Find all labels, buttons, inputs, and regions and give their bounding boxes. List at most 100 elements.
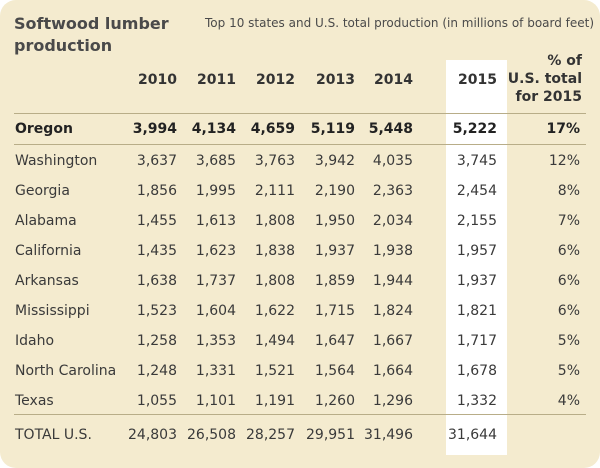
pct-cell: 17% [546, 121, 580, 137]
table-subtitle: Top 10 states and U.S. total production … [205, 16, 595, 30]
value-cell-2011: 3,685 [195, 153, 236, 169]
state-name: Oregon [15, 121, 73, 137]
value-cell-2013: 1,564 [314, 363, 355, 379]
value-cell-2010: 3,994 [132, 121, 177, 137]
value-cell-2012: 3,763 [254, 153, 295, 169]
pct-cell [520, 420, 580, 450]
value-cell-2013: 3,942 [314, 153, 355, 169]
table-row: North Carolina 1,248 1,331 1,521 1,564 1,664 1… [0, 356, 600, 386]
pct-cell: 5% [557, 363, 580, 379]
table-row: California 1,435 1,623 1,838 1,937 1,938 1,957… [0, 236, 600, 266]
value-cell-2013: 1,715 [314, 303, 355, 319]
state-name: Washington [15, 153, 98, 169]
pct-cell: 7% [557, 213, 580, 229]
state-name: Mississippi [15, 303, 90, 319]
value-cell-2015: 1,717 [456, 333, 497, 349]
value-cell-2013: 2,190 [314, 183, 355, 199]
value-cell-2013: 1,859 [314, 273, 355, 289]
state-name: Texas [15, 393, 54, 409]
value-cell-2013: 1,647 [314, 333, 355, 349]
total-rule [14, 414, 586, 415]
state-name: Georgia [15, 183, 70, 199]
value-cell-2014: 1,944 [372, 273, 413, 289]
value-cell-2014: 4,035 [372, 153, 413, 169]
oregon-rule [14, 144, 586, 145]
pct-cell: 6% [557, 303, 580, 319]
value-cell-2010: 24,803 [128, 427, 177, 443]
table-row: Washington 3,637 3,685 3,763 3,942 4,035 3,745… [0, 146, 600, 176]
value-cell-2014: 1,664 [372, 363, 413, 379]
table-row: Oregon 3,994 4,134 4,659 5,119 5,448 5,222 17% [0, 114, 600, 144]
state-name: North Carolina [15, 363, 117, 379]
value-cell-2014: 5,448 [368, 121, 413, 137]
table-row: Arkansas 1,638 1,737 1,808 1,859 1,944 1,937 6% [0, 266, 600, 296]
value-cell-2012: 28,257 [246, 427, 295, 443]
value-cell-2011: 1,331 [195, 363, 236, 379]
table-row: Alabama 1,455 1,613 1,808 1,950 2,034 2,155 7% [0, 206, 600, 236]
value-cell-2010: 1,523 [136, 303, 177, 319]
pct-header-line-1: % of [547, 53, 582, 69]
pct-cell: 6% [557, 243, 580, 259]
value-cell-2015: 2,155 [456, 213, 497, 229]
value-cell-2014: 31,496 [364, 427, 413, 443]
value-cell-2013: 29,951 [306, 427, 355, 443]
value-cell-2011: 26,508 [187, 427, 236, 443]
value-cell-2011: 4,134 [191, 121, 236, 137]
table-title: Softwood lumber production [14, 13, 184, 57]
pct-cell: 12% [548, 153, 580, 169]
column-header-2012: 2012 [256, 72, 295, 88]
state-name: Arkansas [15, 273, 79, 289]
value-cell-2014: 1,667 [372, 333, 413, 349]
pct-cell: 6% [557, 273, 580, 289]
value-cell-2015: 1,937 [456, 273, 497, 289]
value-cell-2015: 1,957 [456, 243, 497, 259]
pct-header-line-3: for 2015 [515, 89, 582, 105]
value-cell-2013: 1,937 [314, 243, 355, 259]
column-header-2014: 2014 [374, 72, 413, 88]
value-cell-2010: 3,637 [136, 153, 177, 169]
value-cell-2010: 1,258 [136, 333, 177, 349]
value-cell-2015: 31,644 [448, 427, 497, 443]
column-header-2015: 2015 [458, 72, 497, 88]
pct-cell: 4% [557, 393, 580, 409]
value-cell-2013: 1,950 [314, 213, 355, 229]
pct-header-line-2: U.S. total [507, 71, 582, 87]
header-rule [14, 113, 586, 114]
column-header-2013: 2013 [316, 72, 355, 88]
value-cell-2012: 2,111 [254, 183, 295, 199]
value-cell-2012: 1,838 [254, 243, 295, 259]
value-cell-2014: 1,938 [372, 243, 413, 259]
value-cell-2010: 1,455 [136, 213, 177, 229]
value-cell-2011: 1,101 [195, 393, 236, 409]
total-row: TOTAL U.S. 24,803 26,508 28,257 29,951 31,496… [0, 420, 600, 450]
pct-header: % of U.S. total for 2015 [492, 52, 582, 106]
column-header-2011: 2011 [197, 72, 236, 88]
value-cell-2011: 1,613 [195, 213, 236, 229]
state-name: Idaho [15, 333, 55, 349]
highlight-2015-column [446, 60, 507, 455]
value-cell-2010: 1,248 [136, 363, 177, 379]
table-title-text: Softwood lumber production [14, 14, 169, 55]
value-cell-2012: 4,659 [250, 121, 295, 137]
value-cell-2011: 1,353 [195, 333, 236, 349]
state-name: TOTAL U.S. [15, 427, 92, 443]
value-cell-2012: 1,622 [254, 303, 295, 319]
value-cell-2011: 1,604 [195, 303, 236, 319]
value-cell-2015: 1,332 [456, 393, 497, 409]
state-name: California [15, 243, 82, 259]
value-cell-2012: 1,191 [254, 393, 295, 409]
value-cell-2010: 1,435 [136, 243, 177, 259]
pct-cell: 8% [557, 183, 580, 199]
value-cell-2010: 1,055 [136, 393, 177, 409]
column-header-2010: 2010 [138, 72, 177, 88]
value-cell-2015: 2,454 [456, 183, 497, 199]
value-cell-2011: 1,623 [195, 243, 236, 259]
value-cell-2010: 1,856 [136, 183, 177, 199]
value-cell-2013: 5,119 [310, 121, 355, 137]
table-row: Georgia 1,856 1,995 2,111 2,190 2,363 2,454 8% [0, 176, 600, 206]
value-cell-2011: 1,737 [195, 273, 236, 289]
value-cell-2014: 2,034 [372, 213, 413, 229]
value-cell-2015: 1,678 [456, 363, 497, 379]
table-row: Texas 1,055 1,101 1,191 1,260 1,296 1,332 4% [0, 386, 600, 416]
